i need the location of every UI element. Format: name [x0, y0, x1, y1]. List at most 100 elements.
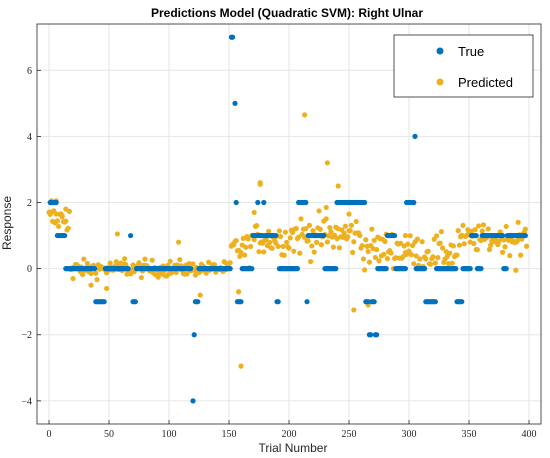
- predicted-point: [456, 242, 462, 248]
- predicted-point: [347, 228, 353, 234]
- predicted-point: [177, 256, 183, 263]
- predicted-point: [425, 248, 431, 254]
- predicted-point: [278, 233, 284, 240]
- predicted-point: [84, 260, 90, 266]
- x-tick-label: 250: [342, 429, 357, 440]
- true-point: [459, 299, 465, 305]
- predicted-point: [362, 267, 368, 273]
- true-point: [249, 266, 255, 272]
- predicted-point: [114, 231, 120, 237]
- predicted-point: [503, 223, 509, 230]
- predicted-point: [414, 236, 420, 242]
- predicted-point: [360, 256, 366, 262]
- predicted-point: [434, 233, 440, 239]
- predicted-point: [309, 243, 315, 249]
- y-tick-label: 0: [27, 264, 32, 275]
- predicted-point: [276, 228, 282, 234]
- predicted-point: [341, 230, 347, 236]
- legend-marker-true: [436, 47, 444, 55]
- predicted-point: [417, 256, 423, 262]
- predicted-point: [357, 232, 363, 239]
- predicted-point: [296, 234, 302, 240]
- predicted-point: [81, 256, 87, 262]
- predicted-point: [447, 250, 453, 256]
- predicted-point: [476, 223, 482, 229]
- true-point: [374, 332, 380, 338]
- predicted-point: [438, 229, 444, 235]
- predicted-point: [372, 254, 378, 261]
- predicted-point: [56, 223, 62, 230]
- predicted-point: [142, 256, 148, 262]
- predicted-point: [336, 245, 342, 251]
- predicted-point: [486, 246, 492, 253]
- predicted-point: [243, 244, 249, 250]
- predicted-point: [269, 245, 275, 251]
- true-point: [53, 199, 59, 206]
- predicted-point: [419, 239, 425, 245]
- true-point: [503, 266, 509, 272]
- predicted-point: [167, 258, 173, 264]
- predicted-point: [449, 260, 455, 266]
- true-point: [188, 266, 194, 272]
- predicted-point: [369, 226, 375, 232]
- true-point: [478, 266, 484, 272]
- x-tick-label: 400: [522, 429, 537, 440]
- true-point: [230, 34, 236, 40]
- true-point: [522, 232, 529, 239]
- predicted-point: [233, 237, 239, 244]
- true-point: [233, 199, 239, 206]
- x-axis-label: Trial Number: [259, 441, 328, 455]
- predicted-point: [330, 244, 336, 250]
- predicted-point: [280, 243, 286, 250]
- predicted-point: [251, 237, 257, 243]
- predicted-point: [324, 160, 330, 166]
- predicted-point: [302, 112, 308, 118]
- predicted-point: [515, 219, 521, 225]
- predicted-point: [282, 229, 288, 235]
- predicted-point: [496, 238, 502, 245]
- true-point: [333, 266, 339, 272]
- predicted-point: [518, 252, 524, 258]
- true-point: [227, 266, 233, 272]
- predicted-point: [432, 260, 438, 266]
- predicted-point: [435, 255, 441, 261]
- true-point: [125, 266, 131, 272]
- predicted-point: [437, 240, 443, 246]
- predicted-point: [94, 277, 100, 283]
- legend-marker-predicted: [436, 78, 444, 86]
- true-point: [190, 398, 196, 404]
- predicted-point: [281, 252, 287, 258]
- x-tick-label: 0: [47, 429, 52, 440]
- true-point: [195, 299, 201, 305]
- true-point: [303, 199, 309, 206]
- predicted-point: [122, 256, 128, 262]
- predicted-point: [298, 216, 304, 222]
- true-point: [412, 133, 418, 139]
- predicted-point: [500, 249, 506, 255]
- predicted-point: [522, 226, 529, 232]
- true-point: [500, 232, 506, 239]
- predicted-point: [411, 261, 417, 267]
- predicted-point: [266, 228, 272, 234]
- predicted-point: [410, 242, 416, 249]
- predicted-point: [293, 225, 299, 232]
- predicted-point: [287, 235, 293, 241]
- predicted-point: [381, 251, 387, 258]
- predicted-point: [311, 249, 317, 255]
- predicted-point: [318, 242, 324, 248]
- predicted-point: [310, 228, 316, 234]
- true-point: [402, 266, 408, 272]
- predicted-point: [350, 249, 356, 256]
- data-points: [46, 34, 530, 404]
- x-tick-label: 300: [402, 429, 417, 440]
- x-tick-label: 50: [104, 429, 114, 440]
- predicted-point: [480, 222, 486, 228]
- predicted-point: [474, 247, 480, 253]
- predicted-point: [472, 227, 478, 233]
- true-point: [191, 332, 197, 338]
- predicted-point: [80, 271, 86, 278]
- predicted-point: [323, 204, 329, 211]
- predicted-point: [323, 216, 329, 222]
- x-tick-label: 150: [222, 429, 237, 440]
